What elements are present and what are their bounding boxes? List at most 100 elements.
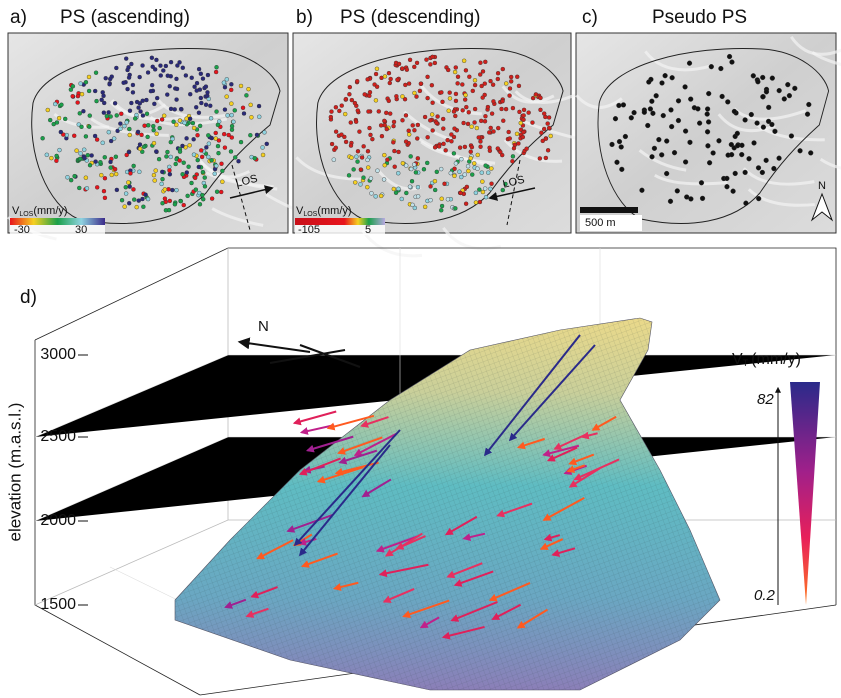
ps-point: [207, 142, 211, 146]
ps-point: [94, 71, 98, 75]
ps-point: [174, 123, 178, 127]
ps-point: [546, 122, 550, 126]
ps-point: [469, 156, 473, 160]
panel-label: a): [10, 7, 27, 28]
ps-point: [785, 82, 790, 87]
ps-point: [375, 169, 379, 173]
ps-point: [103, 196, 107, 200]
ps-point: [108, 82, 112, 86]
ps-point: [78, 111, 82, 115]
ps-point: [425, 161, 429, 165]
ps-point: [440, 197, 444, 201]
ps-point: [109, 166, 113, 170]
ps-point: [446, 68, 450, 72]
ps-point: [705, 129, 710, 134]
ps-point: [132, 164, 136, 168]
ps-point: [487, 130, 491, 134]
ps-point: [41, 136, 45, 140]
ps-point: [229, 82, 233, 86]
ps-point: [441, 117, 445, 121]
ps-point: [405, 68, 409, 72]
ps-point: [396, 171, 400, 175]
ps-point: [761, 125, 766, 130]
ps-point: [80, 125, 84, 129]
ps-point: [441, 127, 445, 131]
ps-point: [138, 147, 142, 151]
ps-point: [352, 167, 356, 171]
ps-point: [491, 83, 495, 87]
ps-point: [45, 153, 49, 157]
ps-point: [789, 134, 794, 139]
ps-point: [360, 155, 364, 159]
ps-point: [152, 141, 156, 145]
ps-point: [504, 107, 508, 111]
ps-point: [95, 185, 99, 189]
ps-point: [109, 160, 113, 164]
ps-point: [642, 110, 647, 115]
ps-point: [429, 198, 433, 202]
ps-point: [265, 142, 269, 146]
ps-point: [407, 132, 411, 136]
panel-title: Pseudo PS: [652, 7, 747, 28]
ps-point: [706, 143, 711, 148]
ps-point: [492, 129, 496, 133]
ps-point: [645, 123, 650, 128]
ps-point: [706, 120, 711, 125]
ps-point: [127, 127, 131, 131]
ps-point: [131, 187, 135, 191]
ps-point: [163, 197, 167, 201]
ps-point: [544, 137, 548, 141]
ps-point: [619, 145, 624, 150]
ps-point: [363, 92, 367, 96]
ps-point: [534, 92, 538, 96]
ps-point: [806, 102, 811, 107]
ps-point: [403, 83, 407, 87]
ps-point: [462, 59, 466, 63]
ps-point: [452, 151, 456, 155]
ps-point: [473, 107, 477, 111]
ps-point: [102, 189, 106, 193]
colorbar-min: -105: [298, 224, 320, 236]
ps-point: [205, 90, 209, 94]
ps-point: [649, 99, 654, 104]
ps-point: [222, 81, 226, 85]
subscript: LOS: [303, 211, 317, 218]
ps-point: [155, 119, 159, 123]
ps-point: [676, 118, 681, 123]
ps-point: [469, 150, 473, 154]
colorbar-min: 0.2: [754, 587, 776, 604]
ps-point: [454, 92, 458, 96]
ps-point: [175, 98, 179, 102]
ps-point: [471, 89, 475, 93]
ps-point: [454, 161, 458, 165]
ps-point: [496, 126, 500, 130]
ps-point: [453, 114, 457, 118]
ps-point: [416, 123, 420, 127]
ps-point: [126, 87, 130, 91]
ps-point: [152, 173, 156, 177]
ps-point: [463, 145, 467, 149]
ps-point: [151, 65, 155, 69]
colorbar-max: 30: [75, 224, 87, 236]
ps-point: [343, 112, 347, 116]
ps-point: [459, 157, 463, 161]
ps-point: [220, 169, 224, 173]
ps-point: [756, 165, 761, 170]
ps-point: [479, 119, 483, 123]
ps-point: [200, 193, 204, 197]
ps-point: [158, 126, 162, 130]
ps-point: [347, 92, 351, 96]
ps-point: [107, 110, 111, 114]
ps-point: [444, 148, 448, 152]
ps-point: [155, 96, 159, 100]
ps-point: [424, 58, 428, 62]
ps-point: [668, 199, 673, 204]
ps-point: [397, 150, 401, 154]
ps-point: [231, 120, 235, 124]
ps-point: [122, 124, 126, 128]
ps-point: [392, 187, 396, 191]
ps-point: [178, 159, 182, 163]
ps-point: [119, 112, 123, 116]
ps-point: [433, 61, 437, 65]
ps-point: [547, 126, 551, 130]
